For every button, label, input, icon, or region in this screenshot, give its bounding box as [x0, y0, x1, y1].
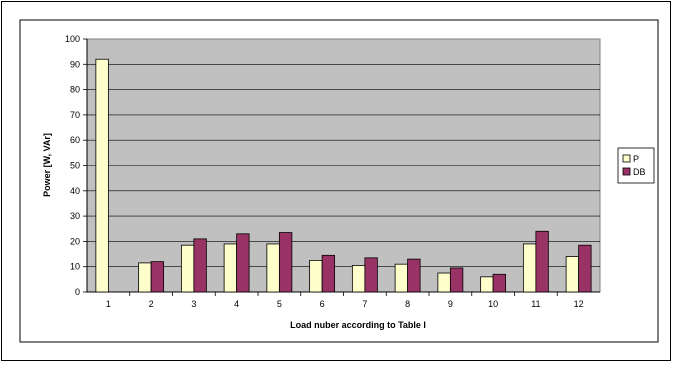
- x-tick-label: 12: [574, 299, 584, 309]
- x-tick-label: 1: [106, 299, 111, 309]
- x-axis-title: Load nuber according to Table I: [290, 320, 426, 330]
- bar-p-3: [180, 244, 195, 293]
- bar-db-3: [193, 238, 207, 293]
- bar-db-5: [278, 232, 293, 293]
- y-tick-label: 80: [70, 85, 80, 95]
- bar-db-8: [407, 258, 421, 293]
- legend-swatch-p: [622, 154, 631, 163]
- x-tick-label: 2: [149, 299, 154, 309]
- legend-swatch-db: [622, 167, 631, 176]
- bar-p-6: [309, 259, 323, 293]
- chart-frame: 0 10 20 30 40 50 60 70 80 90 100 1 2 3 4 5 6 7 8 9 10 11 12 Po…: [1, 1, 671, 361]
- x-tick-label: 8: [405, 299, 410, 309]
- bar-db-7: [364, 257, 378, 293]
- x-tick-label: 3: [191, 299, 196, 309]
- x-tick-label: 4: [234, 299, 239, 309]
- bar-p-1: [95, 58, 109, 293]
- bar-db-2: [150, 261, 165, 293]
- legend-box: [617, 147, 655, 184]
- y-tick-label: 20: [70, 236, 80, 246]
- bar-db-10: [492, 273, 507, 293]
- y-tick-label: 0: [75, 287, 80, 297]
- x-tick-label: 5: [277, 299, 282, 309]
- x-tick-label: 10: [488, 299, 498, 309]
- x-tick-label: 7: [362, 299, 367, 309]
- y-tick-label: 50: [70, 161, 80, 171]
- bar-db-9: [449, 267, 464, 293]
- y-tick-label: 90: [70, 59, 80, 69]
- x-tick-label: 9: [448, 299, 453, 309]
- y-tick-label: 30: [70, 211, 80, 221]
- bar-p-2: [138, 262, 152, 293]
- y-tick-label: 40: [70, 186, 80, 196]
- legend-label-db: DB: [633, 167, 646, 177]
- y-tick-label: 60: [70, 135, 80, 145]
- legend: P DB: [617, 147, 655, 184]
- bar-p-10: [480, 276, 494, 293]
- bar-p-7: [351, 265, 366, 293]
- y-tick-label: 100: [65, 34, 80, 44]
- y-tick-label: 70: [70, 110, 80, 120]
- bar-p-9: [437, 272, 451, 293]
- bar-db-11: [535, 230, 549, 293]
- x-tick-label: 11: [531, 299, 540, 309]
- legend-label-p: P: [633, 154, 639, 164]
- bar-db-6: [321, 254, 336, 293]
- bar-p-12: [565, 256, 580, 293]
- bar-db-12: [578, 244, 592, 293]
- bar-p-5: [266, 243, 280, 293]
- y-tick-label: 10: [70, 262, 80, 272]
- bar-db-4: [236, 233, 250, 293]
- bar-p-11: [522, 243, 537, 293]
- x-tick-label: 6: [320, 299, 325, 309]
- bar-p-8: [394, 263, 409, 293]
- bar-p-4: [223, 243, 238, 293]
- y-axis-title: Power [W, VAr]: [42, 133, 52, 197]
